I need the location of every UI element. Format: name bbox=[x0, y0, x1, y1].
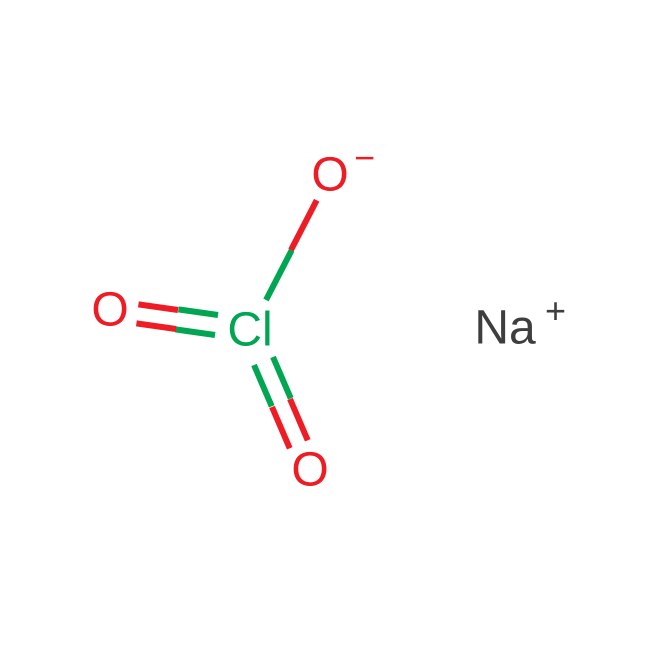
atom-o_bottom: O bbox=[291, 443, 328, 498]
atom-o_left: O bbox=[91, 283, 128, 338]
bond-segment bbox=[136, 321, 176, 333]
atom-o_top: O bbox=[311, 148, 348, 203]
atom-na: Na bbox=[474, 301, 535, 356]
charge-o_top: − bbox=[354, 137, 375, 179]
bond-segment bbox=[270, 356, 293, 400]
bond-segment bbox=[263, 248, 294, 301]
charge-na: + bbox=[545, 290, 566, 332]
bond-segment bbox=[251, 364, 274, 408]
bond-segment bbox=[139, 301, 179, 313]
atom-cl: Cl bbox=[227, 303, 272, 358]
bond-segment bbox=[289, 199, 320, 252]
bond-segment bbox=[178, 307, 218, 319]
bond-segment bbox=[175, 326, 215, 338]
bond-segment bbox=[288, 398, 311, 442]
bond-segment bbox=[269, 406, 292, 450]
